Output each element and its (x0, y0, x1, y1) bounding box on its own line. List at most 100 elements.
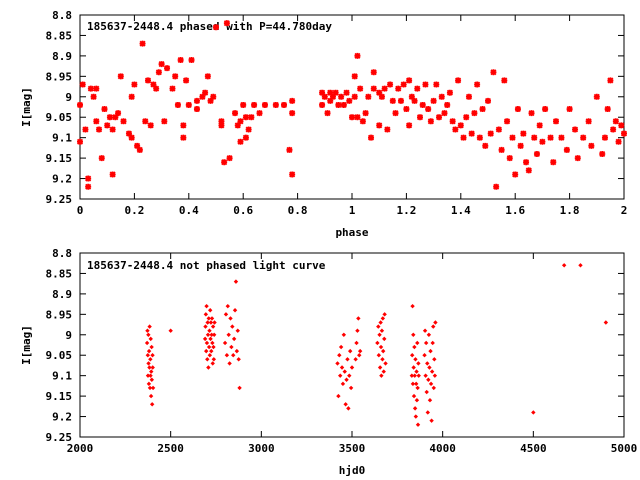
data-point (210, 340, 215, 346)
data-point (128, 93, 135, 100)
x-tick-label: 0.4 (179, 204, 199, 217)
data-point (353, 357, 358, 362)
data-point (85, 175, 92, 182)
data-point (76, 101, 84, 108)
data-point (415, 340, 420, 346)
data-point (148, 373, 153, 378)
data-point (193, 97, 200, 104)
data-point (158, 61, 165, 68)
data-point (354, 114, 361, 121)
data-point (286, 146, 293, 153)
y-tick-label: 8.95 (46, 70, 73, 83)
x-tick-label: 1.8 (560, 204, 580, 217)
data-point (209, 316, 215, 321)
data-point (425, 106, 432, 113)
data-point (172, 73, 179, 80)
data-point (101, 106, 108, 113)
data-point (431, 324, 436, 329)
data-point (618, 122, 625, 129)
data-point (206, 365, 211, 370)
data-point (207, 353, 213, 358)
data-point (547, 134, 554, 141)
data-point (329, 93, 336, 100)
data-point (332, 89, 339, 96)
data-point (335, 361, 340, 366)
data-point (145, 328, 150, 333)
data-point (204, 340, 210, 346)
data-point (504, 118, 511, 125)
data-point (484, 97, 492, 104)
data-point (368, 134, 375, 141)
x-axis-label-phased: phase (335, 226, 368, 239)
data-point (206, 316, 211, 321)
data-point (415, 422, 421, 427)
y-tick-label: 9.05 (46, 111, 73, 124)
data-point (378, 344, 384, 350)
data-point (479, 106, 486, 113)
data-point (422, 328, 428, 333)
data-point (615, 138, 622, 145)
data-point (359, 118, 366, 125)
data-point (319, 101, 326, 108)
data-point (429, 369, 435, 374)
data-point (150, 353, 155, 358)
data-point (235, 328, 240, 333)
data-point (452, 126, 459, 133)
data-point (355, 328, 360, 333)
data-point (208, 336, 213, 342)
data-point (147, 122, 154, 129)
data-point (272, 101, 279, 108)
data-point (376, 324, 381, 329)
data-point (572, 126, 579, 133)
data-point (433, 320, 438, 325)
data-point (528, 110, 535, 117)
data-point (416, 373, 421, 378)
x-tick-label: 2 (621, 204, 628, 217)
data-point (180, 122, 187, 129)
x-ticks-unphased: 2000 2500 3000 3500 4000 4500 5000 (67, 253, 637, 455)
data-point (218, 122, 225, 129)
data-point (425, 410, 430, 415)
data-point (150, 81, 157, 88)
data-point (343, 89, 350, 96)
data-point (412, 406, 418, 411)
data-point (337, 353, 342, 358)
data-point (365, 93, 372, 100)
data-point (610, 126, 617, 133)
data-point (347, 373, 352, 378)
y-tick-label: 9.25 (46, 193, 73, 206)
data-point (237, 385, 242, 391)
data-point (212, 320, 217, 325)
data-point (566, 106, 573, 113)
data-point (379, 373, 384, 378)
data-point (149, 377, 155, 382)
data-point (222, 340, 228, 346)
data-point (169, 85, 176, 92)
data-point (425, 361, 430, 366)
data-point (506, 155, 513, 162)
chart-title-phased: 185637-2448.4 phased with P=44.780day (87, 20, 332, 33)
data-point (212, 24, 220, 31)
x-tick-label: 1.2 (396, 204, 416, 217)
data-point (410, 303, 415, 309)
data-point (362, 110, 369, 117)
data-point (227, 361, 232, 366)
data-point (339, 365, 345, 370)
data-point (539, 138, 546, 145)
data-point (327, 97, 334, 104)
y-tick-label: 9.25 (46, 431, 73, 444)
data-point (413, 357, 418, 362)
data-point (202, 89, 209, 96)
data-point (558, 134, 565, 141)
data-point (161, 118, 168, 125)
data-point (482, 142, 489, 149)
data-point (550, 159, 557, 166)
y-tick-label: 8.85 (46, 267, 73, 280)
x-tick-label: 4000 (429, 442, 456, 455)
data-point (400, 81, 407, 88)
data-point (112, 114, 119, 121)
data-point (423, 373, 428, 378)
data-point (415, 385, 420, 391)
